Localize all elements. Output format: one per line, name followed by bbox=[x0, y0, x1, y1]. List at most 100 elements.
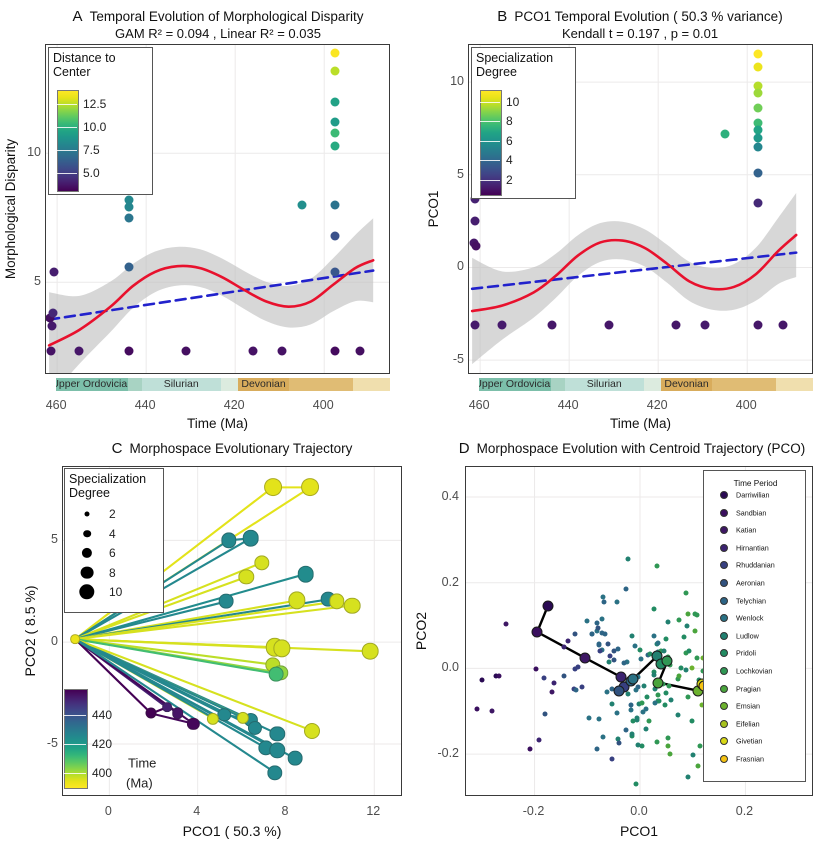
panel-b-label: B bbox=[497, 8, 508, 25]
trajectory-segment bbox=[74, 638, 371, 653]
legend-item-label: Wenlock bbox=[736, 613, 764, 623]
specimen-point bbox=[646, 718, 652, 724]
specimen-point bbox=[651, 606, 657, 612]
specimen-point bbox=[665, 735, 671, 741]
specimen-point bbox=[634, 715, 640, 721]
data-point bbox=[753, 103, 763, 113]
specimen-point bbox=[614, 599, 620, 605]
specimen-point bbox=[636, 701, 642, 707]
specimen-point bbox=[536, 737, 542, 743]
specimen-point bbox=[668, 697, 674, 703]
data-point bbox=[330, 200, 340, 210]
panel-b-heading: B PCO1 Temporal Evolution ( 50.3 % varian… bbox=[410, 8, 831, 25]
specimen-point bbox=[662, 702, 668, 708]
data-point bbox=[46, 313, 55, 323]
legend-title: Specialization Degree bbox=[65, 469, 163, 501]
specimen-point bbox=[658, 648, 664, 654]
y-tick-label: 10 bbox=[27, 145, 41, 160]
legend-key bbox=[720, 667, 728, 675]
specimen-point bbox=[633, 781, 639, 787]
data-point bbox=[778, 320, 788, 330]
legend-key bbox=[720, 526, 728, 535]
specimen-point bbox=[663, 690, 669, 696]
data-point bbox=[124, 202, 134, 212]
specimen-point bbox=[681, 634, 687, 640]
y-axis-label: PCO2 ( 8.5 %) bbox=[22, 585, 38, 677]
data-point bbox=[753, 62, 763, 72]
specimen-point bbox=[663, 636, 669, 642]
data-point bbox=[47, 321, 57, 331]
specimen-point bbox=[654, 563, 660, 569]
colour-bar-tick-label: 4 bbox=[506, 153, 513, 168]
geo-band bbox=[712, 378, 777, 391]
geo-band bbox=[353, 378, 390, 391]
confidence-ribbon bbox=[49, 218, 374, 373]
specimen-point bbox=[551, 680, 557, 686]
specimen-point bbox=[655, 692, 661, 698]
specimen-point bbox=[533, 666, 539, 672]
x-axis-label: PCO1 bbox=[619, 823, 659, 839]
legend-title-line1: Specialization bbox=[69, 472, 147, 486]
trajectory-origin-point bbox=[70, 634, 81, 644]
data-point bbox=[124, 213, 134, 223]
specimen-point bbox=[640, 709, 646, 715]
colour-bar-tick bbox=[480, 160, 500, 162]
trajectory-point bbox=[297, 565, 315, 583]
trajectory-point bbox=[236, 711, 250, 724]
specimen-point bbox=[624, 659, 630, 665]
data-point bbox=[46, 346, 56, 355]
trajectory-point bbox=[301, 478, 320, 497]
centroid-point bbox=[542, 600, 554, 612]
data-point bbox=[753, 198, 763, 208]
legend-item-label: Darriwilian bbox=[736, 490, 770, 500]
specimen-point bbox=[651, 669, 656, 675]
specimen-point bbox=[599, 630, 605, 636]
size-legend-label: 8 bbox=[109, 565, 116, 580]
specimen-point bbox=[623, 727, 629, 733]
legend-item-label: Pridoli bbox=[736, 648, 756, 658]
x-tick-label: 420 bbox=[646, 398, 668, 412]
x-tick-label: -0.2 bbox=[522, 804, 545, 818]
geo-band: Silurian bbox=[141, 378, 221, 391]
specimen-point bbox=[541, 675, 547, 681]
legend-item-label: Katian bbox=[736, 525, 757, 535]
trajectory-point bbox=[263, 478, 282, 497]
size-legend-label: 10 bbox=[109, 585, 123, 599]
data-point bbox=[753, 168, 763, 178]
colour-bar-tick bbox=[480, 179, 500, 181]
specimen-point bbox=[602, 631, 608, 637]
data-point bbox=[48, 308, 58, 318]
specimen-point bbox=[641, 683, 647, 689]
specimen-point bbox=[700, 655, 706, 661]
trajectory-point bbox=[248, 720, 263, 735]
colour-bar-tick bbox=[480, 121, 500, 123]
specimen-point bbox=[695, 763, 701, 769]
data-point bbox=[330, 128, 340, 138]
panel-d-time-period-legend: Time Period Darriwilian Sandbian Katian Hirn… bbox=[703, 470, 806, 782]
specimen-point bbox=[635, 742, 641, 748]
data-point bbox=[330, 231, 340, 241]
colour-bar-tick bbox=[57, 150, 77, 152]
geo-band: Upper Ordovician bbox=[56, 378, 129, 391]
y-axis-label: PCO1 bbox=[426, 190, 441, 228]
specimen-point bbox=[647, 651, 653, 657]
data-point bbox=[355, 346, 365, 355]
time-colour-bar bbox=[64, 689, 88, 789]
trajectory-point bbox=[220, 532, 237, 549]
panel-a-colour-legend: Distance to Center 12.5 10.0 7.5 5.0 bbox=[48, 47, 153, 195]
specimen-point bbox=[652, 700, 658, 706]
specimen-point bbox=[699, 702, 705, 708]
data-point bbox=[753, 142, 763, 152]
size-legend-key bbox=[81, 547, 93, 559]
x-tick-label: 460 bbox=[45, 398, 67, 412]
data-point bbox=[124, 262, 134, 272]
y-tick-label: 5 bbox=[457, 166, 464, 181]
colour-bar-tick-label: 6 bbox=[506, 133, 513, 148]
specimen-point bbox=[572, 631, 578, 637]
specimen-point bbox=[493, 673, 499, 679]
specimen-point bbox=[676, 617, 682, 623]
panel-b-subtitle: Kendall t = 0.197 , p = 0.01 bbox=[561, 26, 719, 41]
data-point bbox=[49, 267, 59, 277]
y-tick-label: 5 bbox=[51, 532, 58, 547]
legend-item-label: Aeronian bbox=[736, 578, 765, 588]
